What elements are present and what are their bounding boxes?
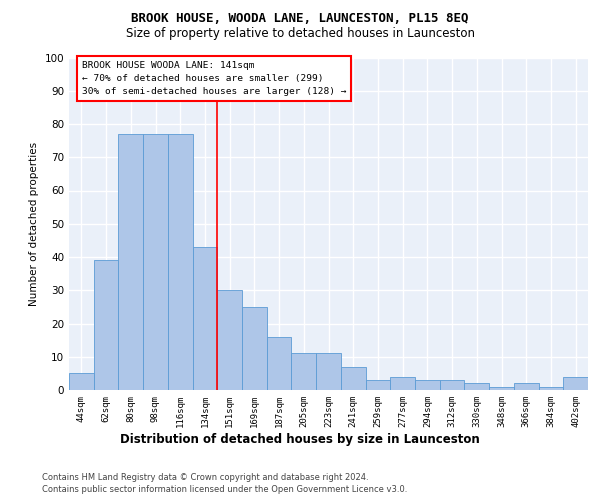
Text: Size of property relative to detached houses in Launceston: Size of property relative to detached ho… bbox=[125, 28, 475, 40]
Bar bbox=[514, 384, 539, 390]
Text: Distribution of detached houses by size in Launceston: Distribution of detached houses by size … bbox=[120, 432, 480, 446]
Bar bbox=[440, 380, 464, 390]
Bar bbox=[292, 354, 316, 390]
Bar bbox=[316, 354, 341, 390]
Bar bbox=[390, 376, 415, 390]
Bar bbox=[539, 386, 563, 390]
Bar bbox=[415, 380, 440, 390]
Bar bbox=[168, 134, 193, 390]
Bar bbox=[193, 247, 217, 390]
Bar bbox=[267, 337, 292, 390]
Bar bbox=[464, 384, 489, 390]
Bar bbox=[118, 134, 143, 390]
Bar bbox=[94, 260, 118, 390]
Bar bbox=[489, 386, 514, 390]
Bar bbox=[143, 134, 168, 390]
Y-axis label: Number of detached properties: Number of detached properties bbox=[29, 142, 39, 306]
Bar bbox=[563, 376, 588, 390]
Text: BROOK HOUSE, WOODA LANE, LAUNCESTON, PL15 8EQ: BROOK HOUSE, WOODA LANE, LAUNCESTON, PL1… bbox=[131, 12, 469, 26]
Bar bbox=[217, 290, 242, 390]
Text: Contains HM Land Registry data © Crown copyright and database right 2024.: Contains HM Land Registry data © Crown c… bbox=[42, 472, 368, 482]
Text: Contains public sector information licensed under the Open Government Licence v3: Contains public sector information licen… bbox=[42, 485, 407, 494]
Text: BROOK HOUSE WOODA LANE: 141sqm
← 70% of detached houses are smaller (299)
30% of: BROOK HOUSE WOODA LANE: 141sqm ← 70% of … bbox=[82, 61, 346, 96]
Bar bbox=[365, 380, 390, 390]
Bar bbox=[69, 374, 94, 390]
Bar bbox=[341, 366, 365, 390]
Bar bbox=[242, 307, 267, 390]
